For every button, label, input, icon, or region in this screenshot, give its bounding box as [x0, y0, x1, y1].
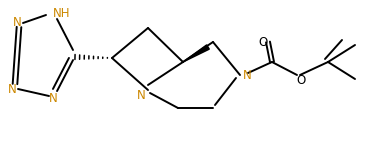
Text: N: N	[243, 69, 251, 81]
Text: N: N	[8, 83, 16, 95]
Text: N: N	[49, 91, 58, 105]
Text: NH: NH	[53, 6, 71, 20]
Text: O: O	[258, 36, 267, 49]
Text: N: N	[13, 16, 21, 28]
Text: O: O	[296, 73, 306, 87]
Polygon shape	[183, 45, 209, 62]
Text: N: N	[137, 89, 146, 101]
